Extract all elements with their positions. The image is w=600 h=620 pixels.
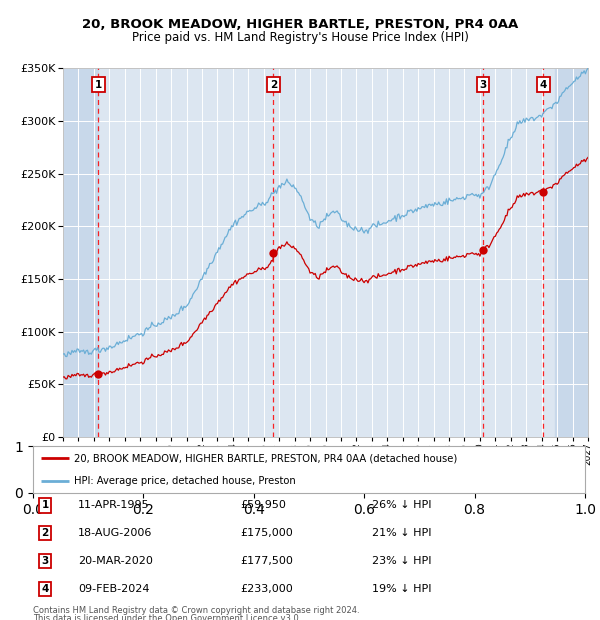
Text: 4: 4: [41, 584, 49, 594]
Text: 18-AUG-2006: 18-AUG-2006: [78, 528, 152, 538]
Text: 21% ↓ HPI: 21% ↓ HPI: [372, 528, 431, 538]
Text: 20, BROOK MEADOW, HIGHER BARTLE, PRESTON, PR4 0AA: 20, BROOK MEADOW, HIGHER BARTLE, PRESTON…: [82, 18, 518, 31]
Bar: [555, 68, 588, 437]
Text: 3: 3: [41, 556, 49, 566]
Text: 20-MAR-2020: 20-MAR-2020: [78, 556, 153, 566]
Text: £233,000: £233,000: [240, 584, 293, 594]
Text: 2: 2: [41, 528, 49, 538]
Text: £59,950: £59,950: [240, 500, 286, 510]
Text: 26% ↓ HPI: 26% ↓ HPI: [372, 500, 431, 510]
Text: 3: 3: [479, 80, 487, 90]
Text: 1: 1: [41, 500, 49, 510]
Text: 2: 2: [269, 80, 277, 90]
Text: 1: 1: [95, 80, 102, 90]
Text: This data is licensed under the Open Government Licence v3.0.: This data is licensed under the Open Gov…: [33, 614, 301, 620]
Text: Price paid vs. HM Land Registry's House Price Index (HPI): Price paid vs. HM Land Registry's House …: [131, 31, 469, 44]
Bar: [63, 68, 98, 437]
Bar: [63, 68, 98, 437]
Text: HPI: Average price, detached house, Preston: HPI: Average price, detached house, Pres…: [74, 476, 296, 486]
Text: 20, BROOK MEADOW, HIGHER BARTLE, PRESTON, PR4 0AA (detached house): 20, BROOK MEADOW, HIGHER BARTLE, PRESTON…: [74, 453, 458, 464]
Text: 11-APR-1995: 11-APR-1995: [78, 500, 149, 510]
Text: 09-FEB-2024: 09-FEB-2024: [78, 584, 149, 594]
Text: £175,000: £175,000: [240, 528, 293, 538]
Text: 23% ↓ HPI: 23% ↓ HPI: [372, 556, 431, 566]
Text: Contains HM Land Registry data © Crown copyright and database right 2024.: Contains HM Land Registry data © Crown c…: [33, 606, 359, 616]
Bar: [555, 68, 588, 437]
Text: 4: 4: [539, 80, 547, 90]
Text: £177,500: £177,500: [240, 556, 293, 566]
Text: 19% ↓ HPI: 19% ↓ HPI: [372, 584, 431, 594]
